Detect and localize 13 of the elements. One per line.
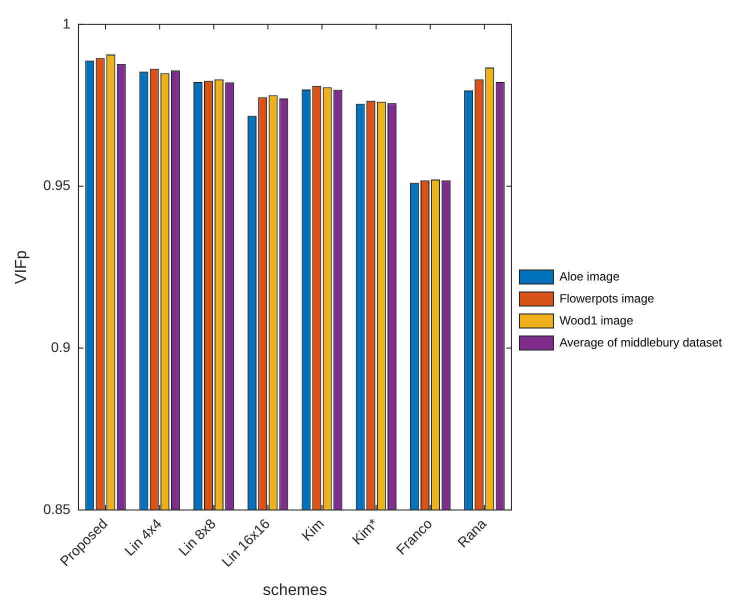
- x-tick-label: Kim: [298, 515, 327, 544]
- y-axis-title: VIFp: [13, 250, 30, 284]
- x-axis-title: schemes: [262, 582, 327, 599]
- legend-label: Wood1 image: [559, 313, 634, 328]
- legend-label: Average of middlebury dataset: [559, 335, 723, 350]
- y-tick-label: 0.85: [43, 500, 71, 517]
- legend-label: Flowerpots image: [559, 291, 654, 306]
- legend-label: Aloe image: [559, 269, 620, 284]
- y-tick-label: 1: [62, 15, 71, 32]
- y-tick-label: 0.95: [43, 177, 71, 194]
- y-tick-label: 0.9: [50, 338, 71, 355]
- x-tick-label: Lin 4x4: [121, 515, 165, 559]
- x-tick-label: Lin 8x8: [175, 515, 219, 559]
